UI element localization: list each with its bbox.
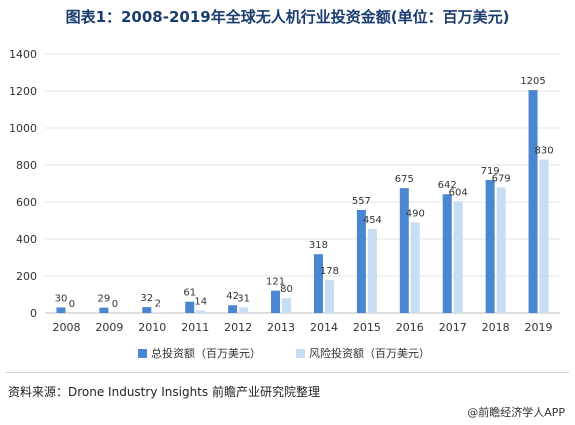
bar-total <box>528 90 538 313</box>
bar-total <box>271 290 281 313</box>
bar-venture <box>496 187 506 313</box>
x-tick-label: 2012 <box>224 321 252 334</box>
data-label: 29 <box>98 294 111 305</box>
y-tick-label: 1200 <box>9 85 37 98</box>
data-label: 0 <box>112 299 118 310</box>
bar-total <box>485 179 495 313</box>
data-label: 604 <box>449 187 468 198</box>
y-tick-label: 0 <box>30 307 37 320</box>
y-tick-label: 1400 <box>9 48 37 61</box>
y-tick-label: 600 <box>16 196 37 209</box>
legend: 总投资额（百万美元） 风险投资额（百万美元） <box>0 345 575 363</box>
bar-total <box>99 307 109 313</box>
bar-venture <box>539 159 549 313</box>
legend-swatch-total <box>138 348 147 358</box>
data-label: 1205 <box>520 76 545 87</box>
chart-area: 0 200 400 600 800 1000 1200 1400 2008 30 0 2009 29 0 2… <box>0 36 575 376</box>
bar-total <box>313 254 323 313</box>
data-label: 318 <box>309 240 328 251</box>
divider <box>6 372 569 373</box>
x-tick-label: 2009 <box>95 321 123 334</box>
x-tick-label: 2011 <box>181 321 209 334</box>
x-tick-label: 2010 <box>138 321 166 334</box>
y-tick-label: 400 <box>16 233 37 246</box>
bar-total <box>442 194 452 313</box>
x-tick-label: 2008 <box>52 321 80 334</box>
bar-venture <box>367 229 377 313</box>
bar-total <box>228 305 238 313</box>
data-label: 675 <box>395 174 414 185</box>
data-label: 0 <box>69 299 75 310</box>
bar-venture <box>324 280 334 313</box>
bar-total <box>142 307 152 313</box>
bar-venture <box>453 201 463 313</box>
bar-venture <box>282 298 292 313</box>
chart-title: 图表1：2008-2019年全球无人机行业投资金额(单位：百万美元) <box>65 8 510 26</box>
x-tick-label: 2015 <box>353 321 381 334</box>
footer-credit: @前瞻经济学人APP <box>467 406 565 419</box>
data-label: 121 <box>266 277 285 288</box>
y-tick-label: 1000 <box>9 122 37 135</box>
bar-venture <box>410 222 420 313</box>
y-tick-label: 800 <box>16 159 37 172</box>
data-label: 454 <box>363 215 382 226</box>
legend-swatch-venture <box>296 348 305 358</box>
data-label: 80 <box>280 284 293 295</box>
x-tick-label: 2016 <box>396 321 424 334</box>
x-tick-label: 2014 <box>310 321 338 334</box>
data-label: 719 <box>481 166 500 177</box>
bar-total <box>356 209 366 313</box>
legend-item-total: 总投资额（百万美元） <box>138 345 261 361</box>
source-note: 资料来源：Drone Industry Insights 前瞻产业研究院整理 <box>8 385 320 399</box>
data-label: 61 <box>183 288 196 299</box>
bar-total <box>185 301 195 313</box>
data-label: 2 <box>155 299 161 310</box>
legend-label-venture: 风险投资额（百万美元） <box>309 347 430 360</box>
data-label: 32 <box>140 293 153 304</box>
data-label: 42 <box>226 291 239 302</box>
legend-item-venture: 风险投资额（百万美元） <box>296 345 430 361</box>
data-label: 31 <box>237 293 250 304</box>
x-tick-label: 2017 <box>439 321 467 334</box>
data-label: 642 <box>438 180 457 191</box>
data-label: 679 <box>492 173 511 184</box>
y-tick-label: 200 <box>16 270 37 283</box>
x-tick-label: 2013 <box>267 321 295 334</box>
bar-venture <box>196 310 206 313</box>
bar-total <box>399 188 409 313</box>
data-label: 830 <box>534 145 553 156</box>
x-tick-label: 2019 <box>525 321 553 334</box>
data-label: 30 <box>55 293 68 304</box>
data-label: 557 <box>352 196 371 207</box>
data-label: 178 <box>320 266 339 277</box>
bar-total <box>56 307 66 313</box>
x-tick-label: 2018 <box>482 321 510 334</box>
legend-label-total: 总投资额（百万美元） <box>151 347 261 360</box>
data-label: 490 <box>406 208 425 219</box>
data-label: 14 <box>194 296 207 307</box>
bar-venture <box>239 307 249 313</box>
